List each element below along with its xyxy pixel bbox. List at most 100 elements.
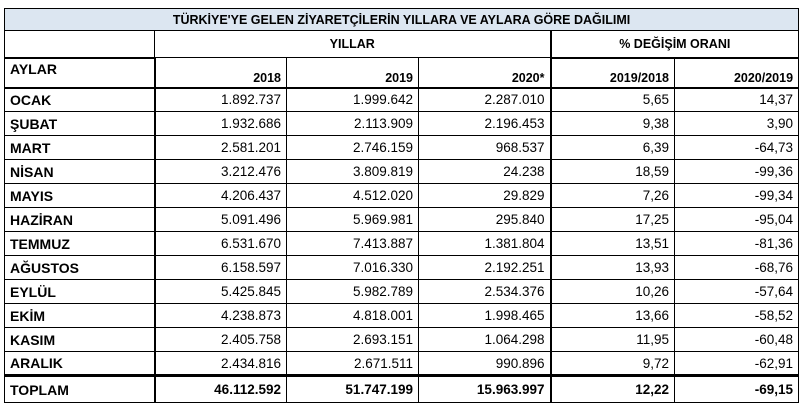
- table-row: AĞUSTOS 6.158.597 7.016.330 2.192.251 13,93-…: [4, 255, 800, 280]
- cell-y2020: 1.381.804: [418, 231, 551, 256]
- table-row: TEMMUZ 6.531.670 7.413.887 1.381.804 13,51 -8…: [4, 231, 800, 256]
- cell-y2020: 2.192.251: [418, 255, 551, 280]
- cell-month: OCAK: [4, 87, 156, 112]
- cell-y2019: 4.818.001: [286, 303, 419, 328]
- table-row: ŞUBAT 1.932.686 2.113.909 2.196.453 9,38 3,90: [4, 111, 800, 136]
- cell-y2019: 2.113.909: [286, 111, 419, 136]
- total-row: TOPLAM 46.112.592 51.747.199 15.963.997 12,2…: [4, 374, 800, 403]
- cell-y2018: 5.425.845: [154, 279, 287, 304]
- table-title: TÜRKİYE'YE GELEN ZİYARETÇİLERİN YILLARA …: [3, 8, 800, 31]
- cell-y2020: 968.537: [418, 135, 551, 160]
- total-cell-y2018: 46.112.592: [154, 374, 287, 403]
- cell-y2020: 2.196.453: [418, 111, 551, 136]
- cell-p1918: 11,95: [549, 327, 675, 352]
- cell-month: KASIM: [4, 327, 156, 352]
- cell-month: HAZİRAN: [4, 207, 156, 232]
- cell-p1918: 6,39: [549, 135, 675, 160]
- cell-y2019: 2.693.151: [286, 327, 419, 352]
- cell-p1918: 10,26: [549, 279, 675, 304]
- cell-y2018: 1.932.686: [154, 111, 287, 136]
- cell-p2019: -99,34: [673, 183, 800, 208]
- table-row: MART 2.581.201 2.746.159 968.537 6,39 -64,73: [4, 135, 800, 160]
- cell-y2019: 5.982.789: [286, 279, 419, 304]
- cell-y2019: 2.746.159: [286, 135, 419, 160]
- visitor-table: TÜRKİYE'YE GELEN ZİYARETÇİLERİN YILLARA …: [3, 8, 800, 403]
- cell-p2019: -60,48: [673, 327, 800, 352]
- table-row: MAYIS 4.206.437 4.512.020 29.829 7,26 -99,34: [4, 183, 800, 208]
- cell-y2018: 5.091.496: [154, 207, 287, 232]
- cell-p1918: 9,38: [549, 111, 675, 136]
- cell-y2019: 4.512.020: [286, 183, 419, 208]
- group-header-change: % DEĞİŞİM ORANI: [549, 30, 800, 58]
- cell-y2018: 2.434.816: [154, 351, 287, 376]
- cell-month: AĞUSTOS: [4, 255, 156, 280]
- cell-month: ARALIK: [4, 351, 156, 376]
- cell-p1918: 13,93: [549, 255, 675, 280]
- cell-month: ŞUBAT: [4, 111, 156, 136]
- table-row: EKİM 4.238.873 4.818.001 1.998.465 13,66 -58,…: [4, 303, 800, 328]
- table-row: HAZİRAN 5.091.496 5.969.981 295.840 17,25 -95…: [4, 207, 800, 232]
- table-row: KASIM 2.405.758 2.693.151 1.064.298 11,95 -60…: [4, 327, 800, 352]
- column-header-2020-2019: 2020/2019: [673, 56, 800, 89]
- cell-y2020: 990.896: [418, 351, 551, 376]
- table-title-row: TÜRKİYE'YE GELEN ZİYARETÇİLERİN YILLARA …: [3, 8, 800, 31]
- total-cell-y2019: 51.747.199: [286, 374, 419, 403]
- cell-month: MART: [4, 135, 156, 160]
- group-header-row: YILLAR % DEĞİŞİM ORANI: [4, 30, 800, 58]
- column-header-month: AYLAR: [4, 56, 156, 89]
- group-header-years: YILLAR: [154, 30, 551, 58]
- cell-y2020: 2.534.376: [418, 279, 551, 304]
- column-header-2019-2018: 2019/2018: [549, 56, 675, 89]
- total-cell-month: TOPLAM: [4, 374, 156, 403]
- cell-y2020: 24.238: [418, 159, 551, 184]
- cell-y2018: 2.581.201: [154, 135, 287, 160]
- table-row: OCAK 1.892.737 1.999.642 2.287.010 5,65 14,37: [4, 87, 800, 112]
- cell-y2020: 2.287.010: [418, 87, 551, 112]
- cell-y2019: 7.016.330: [286, 255, 419, 280]
- cell-p1918: 13,51: [549, 231, 675, 256]
- cell-p1918: 17,25: [549, 207, 675, 232]
- cell-y2019: 1.999.642: [286, 87, 419, 112]
- cell-p1918: 9,72: [549, 351, 675, 376]
- cell-p2019: -64,73: [673, 135, 800, 160]
- total-cell-p2019: -69,15: [673, 374, 800, 403]
- cell-p2019: -81,36: [673, 231, 800, 256]
- cell-month: TEMMUZ: [4, 231, 156, 256]
- group-header-empty: [4, 30, 155, 58]
- column-header-row: AYLAR 2018 2019 2020* 2019/2018 2020/201…: [4, 56, 800, 89]
- cell-p1918: 18,59: [549, 159, 675, 184]
- cell-y2020: 29.829: [418, 183, 551, 208]
- cell-y2020: 1.064.298: [418, 327, 551, 352]
- total-cell-y2020: 15.963.997: [418, 374, 551, 403]
- column-header-2018: 2018: [154, 57, 287, 89]
- total-cell-p1918: 12,22: [549, 374, 675, 403]
- cell-p1918: 7,26: [549, 183, 675, 208]
- cell-p2019: -57,64: [673, 279, 800, 304]
- cell-y2019: 5.969.981: [286, 207, 419, 232]
- cell-y2018: 4.206.437: [154, 183, 287, 208]
- cell-y2018: 1.892.737: [154, 87, 287, 112]
- cell-y2018: 6.158.597: [154, 255, 287, 280]
- cell-y2020: 1.998.465: [418, 303, 551, 328]
- cell-y2018: 4.238.873: [154, 303, 287, 328]
- cell-y2019: 3.809.819: [286, 159, 419, 184]
- table-row: ARALIK 2.434.816 2.671.511 990.896 9,72 -62,9…: [4, 351, 800, 376]
- cell-p2019: 3,90: [673, 111, 800, 136]
- cell-month: EYLÜL: [4, 279, 156, 304]
- cell-p1918: 5,65: [549, 87, 675, 112]
- cell-month: MAYIS: [4, 183, 156, 208]
- cell-y2018: 2.405.758: [154, 327, 287, 352]
- cell-y2020: 295.840: [418, 207, 551, 232]
- cell-p2019: -95,04: [673, 207, 800, 232]
- column-header-2019: 2019: [286, 57, 419, 89]
- cell-p2019: -99,36: [673, 159, 800, 184]
- table-row: EYLÜL 5.425.845 5.982.789 2.534.376 10,26 -57…: [4, 279, 800, 304]
- column-header-2020: 2020*: [418, 57, 551, 89]
- visitor-table-container: TÜRKİYE'YE GELEN ZİYARETÇİLERİN YILLARA …: [3, 8, 800, 403]
- cell-month: EKİM: [4, 303, 156, 328]
- cell-y2019: 7.413.887: [286, 231, 419, 256]
- cell-p2019: 14,37: [673, 87, 800, 112]
- table-row: NİSAN 3.212.476 3.809.819 24.238 18,59 -99,36: [4, 159, 800, 184]
- cell-month: NİSAN: [4, 159, 156, 184]
- cell-y2018: 6.531.670: [154, 231, 287, 256]
